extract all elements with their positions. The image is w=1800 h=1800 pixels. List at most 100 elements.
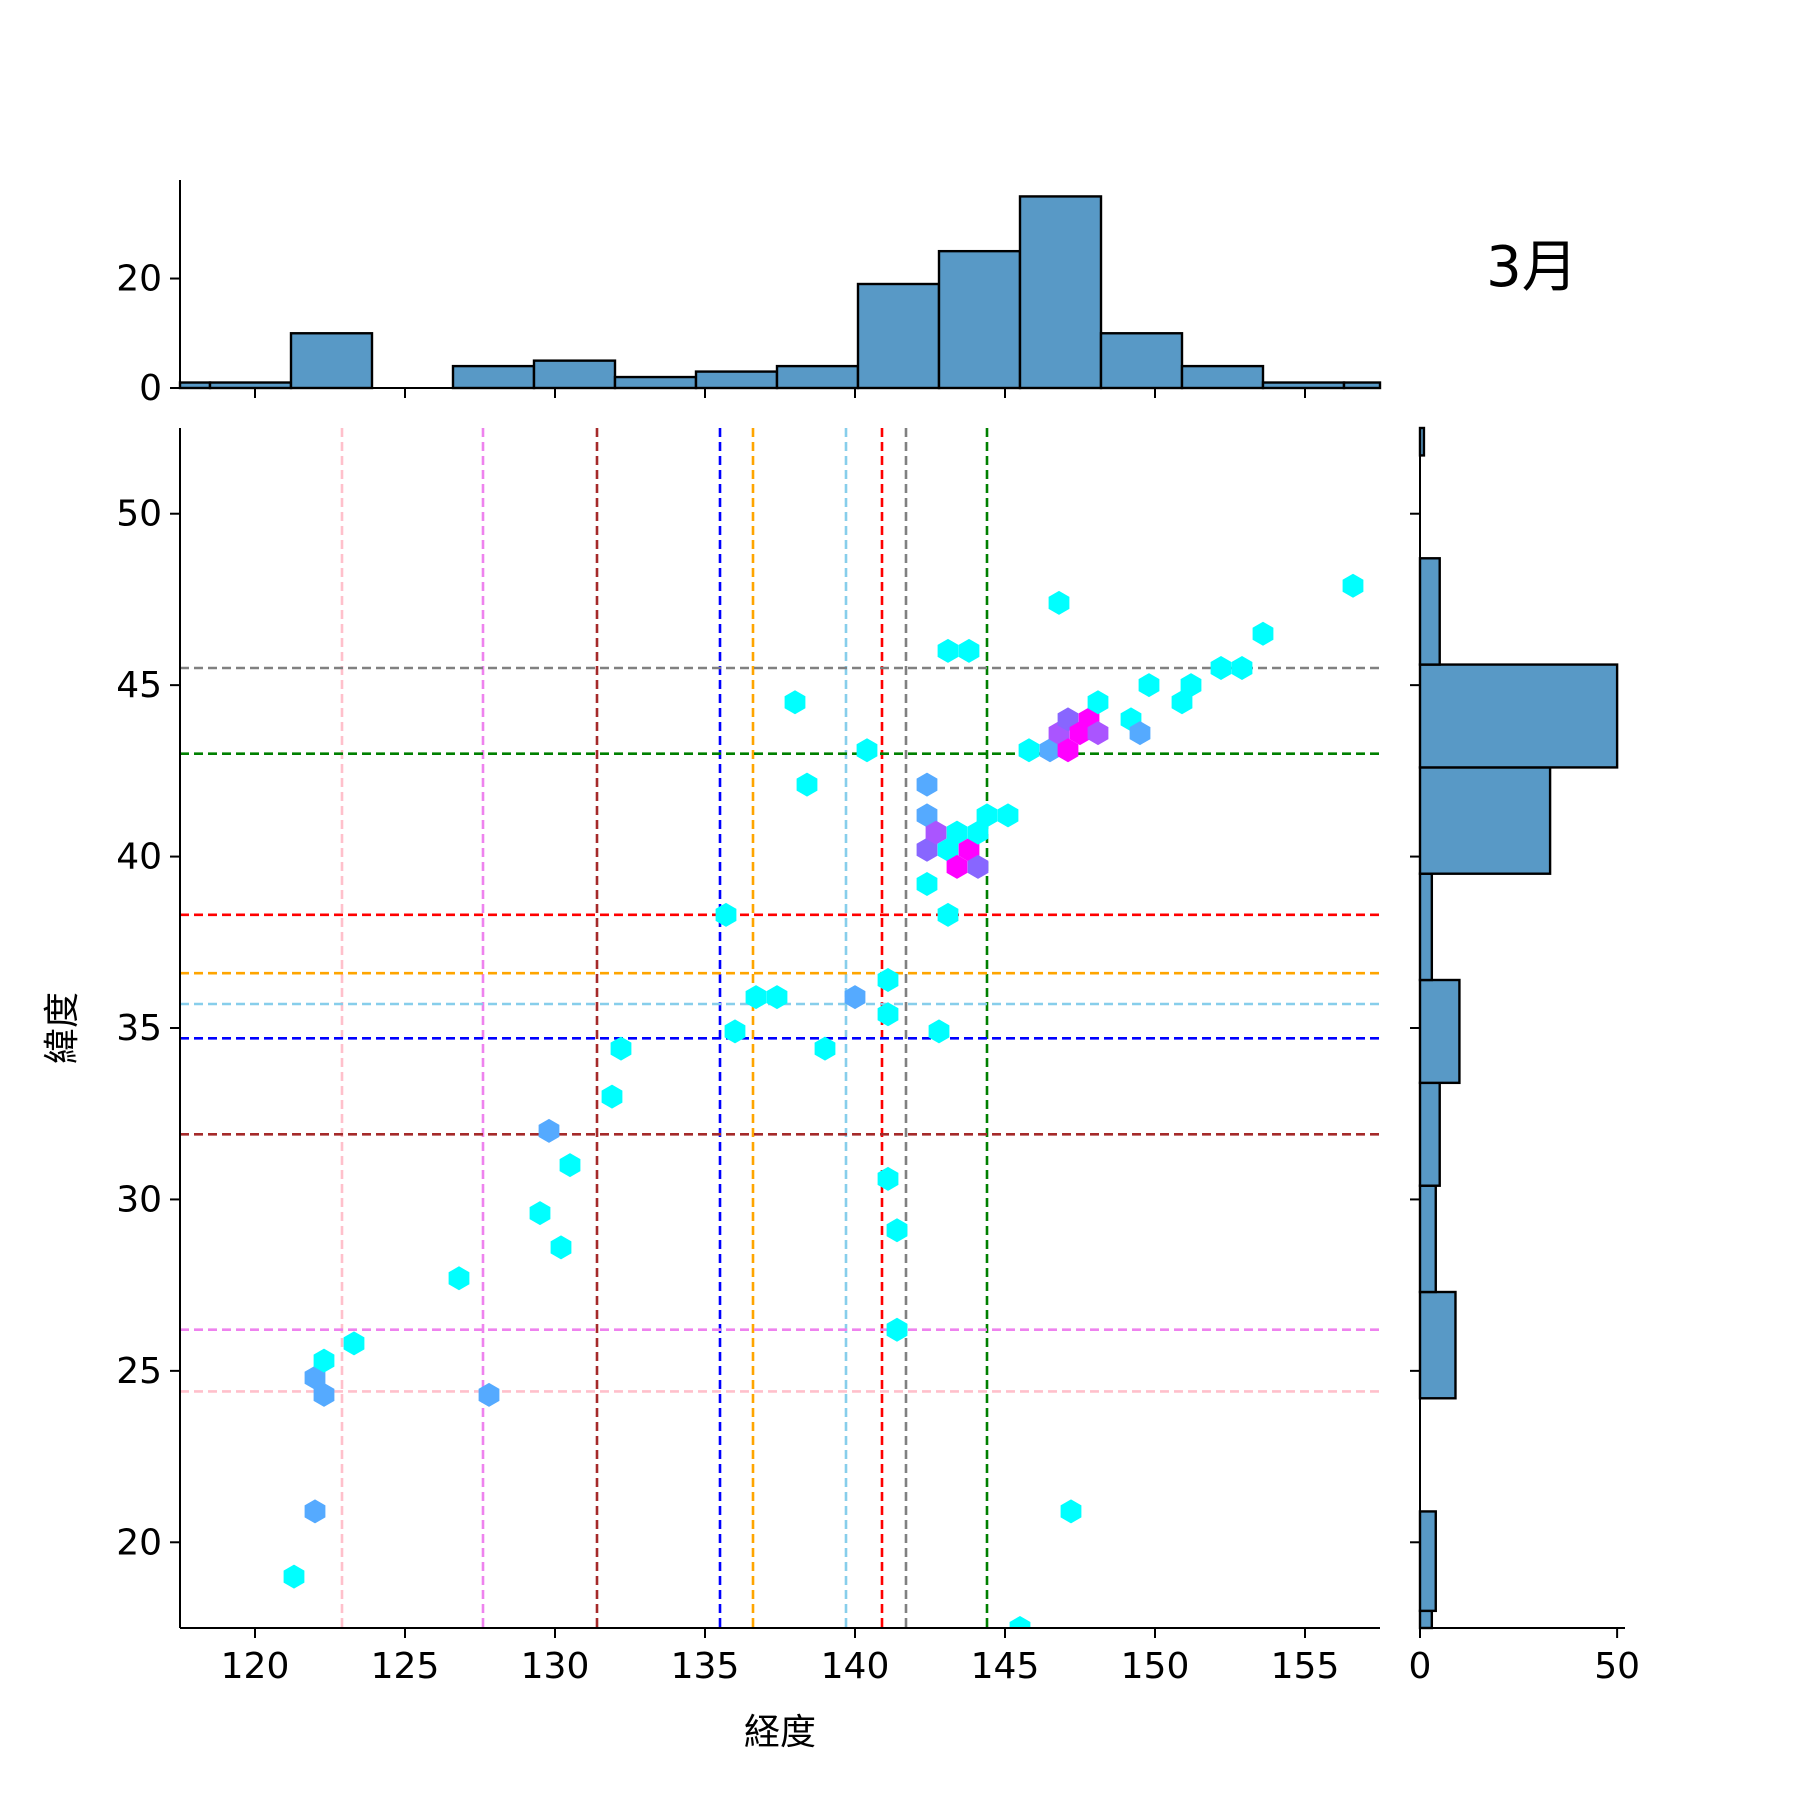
marginal-x-bar-12 — [1099, 332, 1184, 390]
hexbin-cell-61 — [1231, 656, 1253, 680]
hexbin-cell-40 — [967, 854, 989, 879]
marginal-y-bar-8 — [1418, 766, 1552, 875]
x-tick-label-3: 135 — [671, 1646, 740, 1687]
y-tick-label-0: 20 — [116, 1522, 162, 1563]
marginal-x-bar-5 — [532, 359, 617, 390]
hexbin-cell-54 — [1087, 690, 1109, 715]
joint-ticks: 120 125 130 135 140 145 150 155 20 25 30 35 40 45 50 — [116, 494, 1339, 1687]
marginal-y-bar-3 — [1418, 1290, 1457, 1400]
hexbin-cell-38 — [958, 837, 980, 862]
hexbin-cell-39 — [967, 820, 989, 845]
x-tick-label-0: 120 — [221, 1646, 290, 1687]
hexbin-cell-25 — [877, 1166, 899, 1191]
hexbin-cell-27 — [886, 1317, 908, 1342]
hexbin-cell-32 — [916, 872, 938, 896]
hexbin-cell-1 — [304, 1499, 326, 1524]
x-tick-label-5: 145 — [971, 1646, 1040, 1687]
hexbin-cell-9 — [550, 1235, 572, 1260]
x-tick-label-2: 130 — [521, 1646, 590, 1687]
y-tick-label-3: 35 — [116, 1008, 162, 1049]
horizontal-reference-lines — [180, 666, 1380, 1393]
hexbin-cell-24 — [877, 1002, 899, 1027]
hexbin-cells — [283, 573, 1364, 1628]
marginal-y-bar-9 — [1418, 663, 1619, 769]
hexbin-cell-30 — [916, 837, 938, 862]
hexbin-cell-8 — [529, 1201, 551, 1226]
hexbin-cell-26 — [886, 1218, 908, 1243]
hexbin-cell-13 — [610, 1036, 632, 1061]
hexbin-cell-46 — [1039, 738, 1061, 763]
hexbin-cell-59 — [1180, 673, 1202, 698]
hexbin-cell-56 — [1129, 721, 1151, 746]
marginal-x-bar-2 — [289, 332, 374, 390]
y-tick-label-2: 30 — [116, 1179, 162, 1220]
hexbin-cell-33 — [928, 1019, 950, 1044]
marginal-y-histogram: 0 50 — [1409, 426, 1640, 1687]
hexbin-cell-45 — [1018, 738, 1040, 763]
joint-hexbin-plot: 120 125 130 135 140 145 150 155 20 25 30 35 40 45 50 — [116, 428, 1380, 1687]
hexbin-cell-21 — [844, 985, 866, 1010]
hexbin-cell-5 — [343, 1331, 365, 1356]
month-label: 3月 — [1486, 235, 1578, 300]
marginal-x-histogram: 0 20 — [116, 180, 1382, 409]
hexbin-cell-12 — [601, 1084, 623, 1109]
hexbin-cell-28 — [916, 772, 938, 797]
hexbin-cell-17 — [766, 985, 788, 1010]
hexbin-cell-47 — [1048, 590, 1070, 615]
x-tick-label-1: 125 — [371, 1646, 440, 1687]
hexbin-cell-43 — [937, 638, 959, 663]
marginal-x-bar-13 — [1180, 364, 1265, 390]
hexbin-cell-10 — [538, 1118, 560, 1143]
x-tick-label-7: 155 — [1271, 1646, 1340, 1687]
x-tick-label-6: 150 — [1121, 1646, 1190, 1687]
hexbin-cell-4 — [313, 1348, 335, 1373]
vertical-reference-lines — [340, 428, 989, 1628]
hexbin-cell-0 — [283, 1564, 305, 1589]
hexbin-cell-35 — [937, 837, 959, 862]
hexbin-cell-58 — [1171, 690, 1193, 715]
hexbin-cell-23 — [877, 968, 899, 992]
hexbin-cell-50 — [1057, 738, 1079, 763]
marginal-y-bar-10 — [1418, 557, 1441, 666]
marginal-x-bar-8 — [775, 364, 860, 390]
marginal-x-bar-6 — [613, 375, 698, 390]
hexbin-cell-20 — [814, 1036, 836, 1061]
hexbin-cell-60 — [1210, 656, 1232, 680]
marginal-y-xtick-label-0: 0 — [1409, 1646, 1432, 1687]
hexbin-cell-42 — [997, 803, 1019, 828]
hexbin-cell-7 — [478, 1382, 500, 1407]
hexbin-cell-65 — [1060, 1499, 1082, 1524]
hexbin-cell-37 — [946, 854, 968, 879]
hexbin-cell-18 — [784, 690, 806, 715]
hexbin-cell-44 — [958, 638, 980, 663]
marginal-x-bar-9 — [856, 282, 941, 390]
marginal-x-bar-10 — [937, 249, 1022, 390]
hexbin-cell-19 — [796, 772, 818, 797]
marginal-y-bar-1 — [1418, 1510, 1437, 1613]
y-axis-title: 緯度 — [42, 992, 83, 1064]
hexbin-cell-64 — [1009, 1616, 1031, 1628]
hexbin-cell-15 — [724, 1019, 746, 1044]
marginal-x-ticks: 0 20 — [116, 259, 1306, 409]
hexbin-cell-57 — [1138, 673, 1160, 698]
marginal-x-bar-11 — [1018, 195, 1103, 390]
hexbin-cell-16 — [745, 985, 767, 1010]
hexbin-cell-14 — [715, 902, 737, 927]
marginal-x-ytick-label-1: 20 — [116, 259, 162, 300]
marginal-y-ticks: 0 50 — [1409, 512, 1640, 1687]
hexbin-cell-6 — [448, 1266, 470, 1291]
y-tick-label-1: 25 — [116, 1351, 162, 1392]
marginal-y-bar-6 — [1418, 978, 1461, 1085]
marginal-y-bars — [1418, 426, 1619, 1630]
marginal-y-xtick-label-1: 50 — [1594, 1646, 1640, 1687]
marginal-x-bar-7 — [694, 370, 779, 390]
x-tick-label-4: 140 — [821, 1646, 890, 1687]
marginal-x-bar-4 — [451, 364, 536, 390]
y-tick-label-6: 50 — [116, 494, 162, 535]
x-axis-title: 経度 — [744, 1712, 816, 1753]
hexbin-cell-36 — [946, 820, 968, 845]
hexbin-cell-34 — [937, 902, 959, 927]
hexbin-cell-63 — [1342, 573, 1364, 598]
hexbin-cell-29 — [916, 803, 938, 828]
marginal-y-bar-5 — [1418, 1081, 1441, 1187]
